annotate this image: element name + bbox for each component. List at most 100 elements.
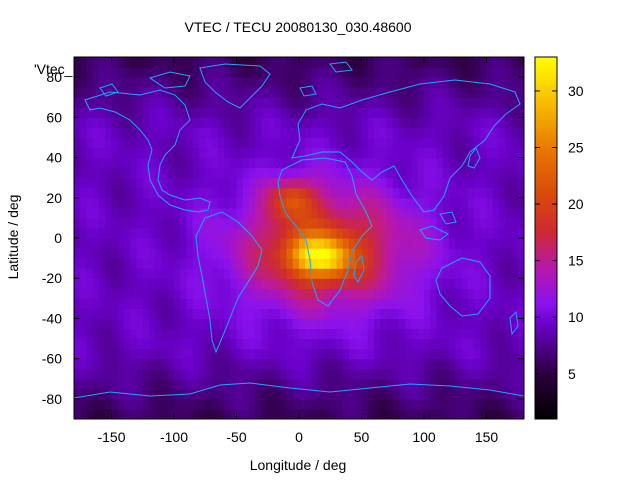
heatmap-cell: [474, 97, 481, 108]
heatmap-cell: [267, 298, 275, 309]
heatmap-cell: [242, 227, 250, 239]
heatmap-cell: [124, 177, 131, 189]
heatmap-cell: [205, 187, 213, 199]
heatmap-cell: [374, 288, 381, 299]
heatmap-cell: [249, 187, 256, 199]
heatmap-cell: [124, 107, 131, 118]
heatmap-cell: [149, 177, 156, 189]
heatmap-cell: [380, 157, 388, 169]
heatmap-cell: [255, 318, 263, 330]
heatmap-cell: [361, 368, 369, 380]
heatmap-cell: [424, 338, 431, 350]
heatmap-cell: [361, 338, 369, 350]
heatmap-cell: [424, 177, 431, 189]
heatmap-cell: [230, 408, 238, 419]
heatmap-cell: [292, 127, 300, 139]
heatmap-cell: [305, 167, 313, 179]
heatmap-cell: [442, 177, 450, 189]
heatmap-cell: [436, 368, 444, 380]
heatmap-cell: [336, 227, 344, 239]
heatmap-cell: [224, 127, 231, 139]
heatmap-cell: [517, 238, 524, 249]
heatmap-cell: [474, 127, 481, 139]
heatmap-cell: [317, 117, 325, 128]
heatmap-cell: [249, 67, 256, 78]
heatmap-cell: [411, 157, 419, 169]
heatmap-cell: [392, 217, 400, 229]
heatmap-cell: [342, 197, 350, 209]
heatmap-cell: [161, 77, 169, 88]
heatmap-cell: [161, 338, 169, 350]
heatmap-cell: [124, 368, 131, 380]
heatmap-cell: [211, 238, 219, 249]
heatmap-cell: [486, 298, 494, 309]
heatmap-cell: [517, 87, 524, 98]
heatmap-cell: [342, 87, 350, 98]
heatmap-cell: [367, 167, 375, 179]
heatmap-cell: [411, 398, 419, 410]
heatmap-cell: [392, 107, 400, 118]
heatmap-cell: [136, 268, 144, 279]
heatmap-cell: [274, 268, 281, 279]
heatmap-cell: [324, 398, 331, 410]
heatmap-cell: [142, 147, 150, 159]
heatmap-cell: [324, 177, 331, 189]
heatmap-cell: [336, 408, 344, 419]
heatmap-cell: [249, 298, 256, 309]
heatmap-cell: [480, 338, 488, 350]
heatmap-cell: [230, 288, 238, 299]
heatmap-cell: [455, 197, 463, 209]
heatmap-cell: [461, 368, 469, 380]
heatmap-cell: [474, 348, 481, 360]
heatmap-cell: [80, 298, 88, 309]
heatmap-cell: [436, 217, 444, 229]
heatmap-cell: [380, 388, 388, 400]
heatmap-cell: [486, 378, 494, 390]
heatmap-cell: [417, 278, 425, 289]
heatmap-cell: [430, 248, 438, 259]
heatmap-cell: [280, 398, 288, 410]
heatmap-cell: [261, 258, 269, 269]
heatmap-cell: [511, 117, 519, 128]
heatmap-cell: [386, 117, 394, 128]
heatmap-cell: [211, 167, 219, 179]
heatmap-cell: [74, 67, 81, 78]
heatmap-cell: [136, 338, 144, 350]
heatmap-cell: [211, 137, 219, 149]
heatmap-cell: [374, 157, 381, 169]
heatmap-cell: [86, 318, 94, 330]
heatmap-cell: [92, 197, 100, 209]
heatmap-cell: [411, 87, 419, 98]
heatmap-cell: [499, 308, 506, 320]
heatmap-cell: [467, 57, 475, 68]
heatmap-cell: [511, 137, 519, 149]
heatmap-cell: [474, 217, 481, 229]
heatmap-cell: [155, 248, 163, 259]
heatmap-cell: [449, 258, 456, 269]
heatmap-cell: [74, 298, 81, 309]
heatmap-cell: [392, 308, 400, 320]
heatmap-cell: [274, 338, 281, 350]
heatmap-cell: [261, 238, 269, 249]
heatmap-cell: [455, 298, 463, 309]
heatmap-cell: [380, 398, 388, 410]
heatmap-cell: [355, 117, 363, 128]
heatmap-cell: [255, 197, 263, 209]
heatmap-cell: [186, 268, 194, 279]
heatmap-cell: [374, 177, 381, 189]
heatmap-cell: [217, 308, 225, 320]
heatmap-cell: [80, 167, 88, 179]
heatmap-cell: [224, 288, 231, 299]
heatmap-cell: [167, 57, 175, 68]
heatmap-cell: [92, 77, 100, 88]
heatmap-cell: [342, 398, 350, 410]
heatmap-cell: [436, 238, 444, 249]
heatmap-cell: [124, 87, 131, 98]
heatmap-cell: [142, 107, 150, 118]
heatmap-cell: [111, 217, 119, 229]
heatmap-cell: [399, 238, 406, 249]
heatmap-cell: [292, 378, 300, 390]
heatmap-cell: [211, 388, 219, 400]
heatmap-cell: [399, 338, 406, 350]
heatmap-cell: [330, 298, 338, 309]
